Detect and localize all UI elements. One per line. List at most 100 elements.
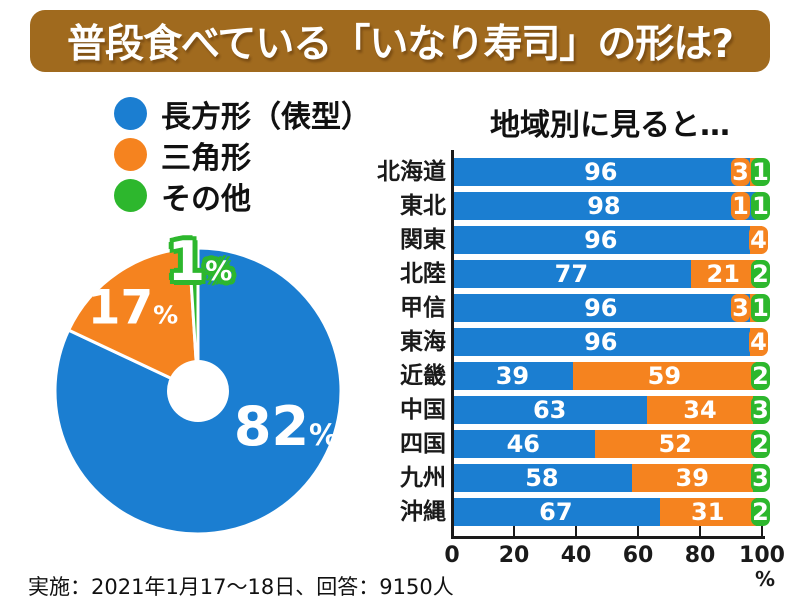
pie-slice-2 (187, 246, 200, 393)
bar-segment-0: 98 (452, 192, 756, 220)
legend-swatch-icon (114, 138, 147, 171)
bar-track: 39 59 2 (452, 362, 770, 390)
legend-label: その他 (161, 181, 251, 217)
bar-track: 77 21 2 (452, 260, 770, 288)
bar-row: 東海 96 4 (322, 328, 768, 356)
bar-segment-1: 59 (572, 362, 756, 390)
bar-badge-triangle: 4 (749, 328, 768, 356)
bar-segment-1: 21 (690, 260, 756, 288)
bar-badge-triangle: 3 (731, 294, 750, 322)
bar-segment-0: 96 (452, 294, 750, 322)
bar-row: 沖縄 67 31 2 (322, 498, 770, 526)
bar-row-label: 近畿 (400, 363, 446, 389)
bar-track: 96 1 3 (452, 294, 770, 322)
bar-badge-triangle: 1 (731, 192, 750, 220)
x-axis-tick (513, 526, 515, 536)
bar-row-label: 北陸 (400, 261, 446, 287)
x-axis-tick-label: 40 (560, 543, 592, 568)
footer-note: 実施：2021年1月17～18日、回答：9150人 (28, 575, 454, 599)
bar-badge-triangle: 3 (731, 158, 750, 186)
legend-item: 長方形（俵型） (114, 93, 371, 135)
bar-segment-0: 39 (452, 362, 573, 390)
bar-row-label: 北海道 (377, 159, 446, 185)
bar-track: 98 1 1 (452, 192, 770, 220)
bar-segment-1: 39 (631, 464, 753, 492)
bar-chart: 北海道 96 1 3 東北 98 1 1 関東 96 4 北陸 77 21 2 甲信 96 1 3 東海 96 4 近畿 39… (322, 158, 770, 532)
title-banner: 普段食べている「いなり寿司」の形は? (30, 10, 770, 72)
legend-label: 三角形 (161, 140, 251, 176)
legend-swatch-icon (114, 97, 147, 130)
percent-sign: % (153, 300, 179, 330)
bar-segment-0: 46 (452, 430, 595, 458)
bar-segment-0: 58 (452, 464, 632, 492)
bar-row: 東北 98 1 1 (322, 192, 770, 220)
pie-label-triangle: 17% (88, 285, 178, 332)
bar-track: 67 31 2 (452, 498, 770, 526)
pie-chart: 82% 17% 1% (50, 230, 350, 542)
pie-label-other: 1% (168, 235, 233, 289)
x-axis-tick-labels: 0 20 40 60 80 100 (444, 543, 785, 568)
bar-chart-title: 地域別に見ると… (490, 108, 730, 143)
bar-row-label: 関東 (400, 227, 446, 253)
x-axis-tick-label: 80 (684, 543, 716, 568)
bar-badge-other: 1 (751, 294, 770, 322)
x-axis-unit: % (754, 567, 776, 591)
legend-item: その他 (114, 175, 371, 217)
x-axis-tick-label: 100 (739, 543, 785, 568)
x-axis-tick (699, 526, 701, 536)
bar-segment-0: 96 (452, 226, 750, 254)
x-axis-tick-label: 0 (444, 543, 460, 568)
bar-badge-other: 1 (751, 158, 770, 186)
pie-value-triangle: 17 (87, 280, 154, 336)
x-axis-tick (761, 526, 763, 536)
bar-row-label: 九州 (400, 465, 446, 491)
x-axis-tick-label: 60 (622, 543, 654, 568)
bar-row-label: 東北 (400, 193, 446, 219)
bar-track: 63 34 3 (452, 396, 770, 424)
bar-badge-other: 3 (751, 396, 770, 424)
x-axis-tick-label: 20 (498, 543, 530, 568)
bar-track: 96 4 (452, 328, 768, 356)
pie-value-other: 1 (167, 230, 206, 293)
y-axis-line (451, 150, 454, 539)
bar-row: 近畿 39 59 2 (322, 362, 770, 390)
bar-row: 北陸 77 21 2 (322, 260, 770, 288)
bar-row-label: 甲信 (400, 295, 446, 321)
bar-segment-1: 34 (647, 396, 753, 424)
bar-row-label: 四国 (400, 431, 446, 457)
bar-segment-1: 52 (594, 430, 756, 458)
page-title: 普段食べている「いなり寿司」の形は? (66, 22, 734, 67)
bar-segment-0: 96 (452, 158, 750, 186)
bar-badge-triangle: 4 (749, 226, 768, 254)
x-axis-ticks (452, 526, 763, 536)
bar-badge-other: 3 (751, 464, 770, 492)
x-axis-tick (637, 526, 639, 536)
x-axis-line (451, 536, 765, 539)
bar-row-label: 中国 (400, 397, 446, 423)
bar-row: 中国 63 34 3 (322, 396, 770, 424)
bar-track: 46 52 2 (452, 430, 770, 458)
bar-row: 関東 96 4 (322, 226, 768, 254)
bar-row: 北海道 96 1 3 (322, 158, 770, 186)
pie-svg (53, 246, 343, 536)
pie-slice-1 (67, 246, 200, 393)
bar-track: 58 39 3 (452, 464, 770, 492)
percent-sign: % (309, 418, 339, 452)
bar-row: 九州 58 39 3 (322, 464, 770, 492)
x-axis-tick (575, 526, 577, 536)
bar-badge-other: 2 (751, 260, 770, 288)
bar-row-label: 沖縄 (400, 499, 446, 525)
legend: 長方形（俵型） 三角形その他 (114, 93, 371, 217)
bar-row-label: 東海 (400, 329, 446, 355)
bar-segment-0: 96 (452, 328, 750, 356)
bar-badge-other: 2 (751, 498, 770, 526)
percent-sign: % (205, 256, 233, 287)
bar-segment-0: 63 (452, 396, 648, 424)
bar-badge-other: 2 (751, 362, 770, 390)
bar-badge-other: 1 (751, 192, 770, 220)
bar-track: 96 4 (452, 226, 768, 254)
pie-donut-hole (167, 360, 229, 422)
pie-label-rectangle: 82% (234, 400, 338, 454)
bar-row: 甲信 96 1 3 (322, 294, 770, 322)
